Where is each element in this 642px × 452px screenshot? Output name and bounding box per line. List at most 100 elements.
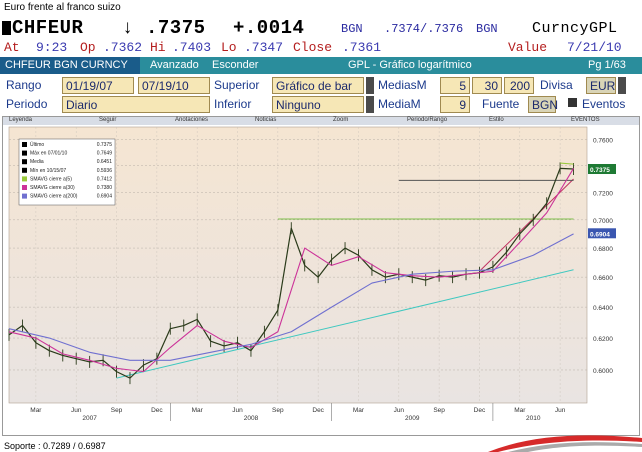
high-label: Hi [150,40,166,55]
chart-title: GPL - Gráfico logarítmico [348,59,472,71]
legend-box: Último 0.7375 Máx en 07/01/10 0.7649 Media 0.… [18,138,116,206]
toolbar-legend[interactable]: Leyenda [9,117,33,123]
series-line [8,168,575,373]
chart-toolbar: Leyenda Seguir Anotaciones Noticias Zoom… [3,117,639,125]
bid-ask: .7374/.7376 [384,22,464,36]
at-label: At [4,40,20,55]
price-chart: 0.76000.74000.72000.70000.68000.66000.64… [3,125,639,435]
currency-select[interactable]: EUR [586,77,616,94]
trendline [116,269,574,379]
price-change: +.0014 [233,17,305,39]
upper-dropdown-arrow[interactable] [366,77,374,94]
ma1-field[interactable]: 5 [440,77,470,94]
y-axis: 0.76000.74000.72000.70000.68000.66000.64… [588,138,616,375]
year-label: 2010 [526,415,541,422]
x-tick-label: Sep [272,407,284,414]
high-value: .7403 [172,40,212,55]
x-tick-label: Sep [433,407,445,414]
events-label: Eventos [582,97,626,111]
year-label: 2008 [244,415,259,422]
range-to-field[interactable]: 07/19/10 [138,77,210,94]
legend-swatch [22,142,27,147]
low-label: Lo [221,40,237,55]
value-date: 7/21/10 [567,40,622,55]
legend-label: Media [30,159,44,165]
legend-value: 0.6451 [97,159,113,165]
events-checkbox[interactable] [568,98,577,107]
source-label: Fuente [482,97,520,111]
x-tick-label: Mar [192,407,204,414]
quote-time: 9:23 [36,40,68,55]
page-indicator: Pg 1/63 [588,59,626,71]
legend-value: 0.5936 [97,168,113,174]
legend-value: 0.7649 [97,151,113,157]
advanced-button[interactable]: Avanzado [150,59,199,71]
upper-select[interactable]: Gráfico de bar [272,77,364,94]
y-tick-label: 0.6600 [593,275,613,282]
terminal-header: CHFEUR ↓ .7375 +.0014 BGN .7374/.7376 BG… [0,16,642,116]
open-label: Op [80,40,96,55]
currency-dropdown-arrow[interactable] [618,77,626,94]
chart-panel: Leyenda Seguir Anotaciones Noticias Zoom… [2,116,640,436]
range-from-field[interactable]: 01/19/07 [62,77,134,94]
toolbar-annotations[interactable]: Anotaciones [175,117,209,123]
security-name: CHFEUR BGN CURNCY [0,57,140,74]
source-field[interactable]: BGN [528,96,558,113]
lower-dropdown-arrow[interactable] [366,96,374,113]
legend-value: 0.7412 [97,176,113,182]
toolbar-period-range[interactable]: Periodo/Rango [407,117,448,123]
x-tick-label: Dec [151,407,163,414]
legend-label: Mín en 10/15/07 [30,168,66,174]
y-tick-label: 0.7600 [593,138,613,145]
ma-low-field[interactable]: 9 [440,96,470,113]
page-caption: Euro frente al franco suizo [4,2,121,13]
legend-value: 0.7380 [97,185,113,191]
legend-swatch [22,159,27,165]
year-label: 2007 [82,415,97,422]
toolbar-news[interactable]: Noticias [255,117,277,123]
close-label: Close [293,40,333,55]
hide-button[interactable]: Esconder [212,59,259,71]
toolbar-follow[interactable]: Seguir [99,117,117,123]
toolbar-style[interactable]: Estilo [489,117,504,123]
value-tag [588,164,616,175]
x-tick-label: Dec [312,407,324,414]
quote-row: CHFEUR ↓ .7375 +.0014 BGN .7374/.7376 BG… [0,16,642,39]
y-tick-label: 0.6000 [593,368,613,375]
year-label: 2009 [405,415,420,422]
ma3-field[interactable]: 200 [504,77,534,94]
series-line [560,162,574,165]
x-tick-label: Jun [394,407,405,414]
range-label: Rango [6,78,42,92]
toolbar-events[interactable]: EVENTOS [571,117,600,123]
value-tag [588,228,616,239]
source-code-2: BGN [476,22,498,36]
legend-swatch [22,176,27,182]
chart-title-bar: CHFEUR BGN CURNCY Avanzado Esconder GPL … [0,57,642,74]
x-tick-label: Mar [353,407,365,414]
x-tick-label: Jun [71,407,82,414]
y-tick-label: 0.7200 [593,190,613,197]
ma2-field[interactable]: 30 [472,77,502,94]
x-axis: Mar Jun Sep Dec Mar Jun Sep Dec Mar Jun Sep Dec Mar J… [30,403,566,422]
function-code: CurncyGPL [532,20,618,37]
ma-label: MediasM [378,78,427,92]
upper-label: Superior [214,78,260,92]
ohlc-row: At 9:23 Op .7362 Hi .7403 Lo .7347 Close… [0,38,642,56]
period-select[interactable]: Diario [62,96,210,113]
toolbar-zoom[interactable]: Zoom [333,117,349,123]
close-value: .7361 [342,40,382,55]
x-tick-label: Sep [111,407,123,414]
x-tick-label: Dec [474,407,486,414]
x-tick-label: Mar [514,407,526,414]
legend-label: SMAVG cierre a(30) [30,185,75,191]
direction-arrow: ↓ [122,17,134,39]
legend-frame [18,138,116,206]
lower-select[interactable]: Ninguno [272,96,364,113]
y-tick-label: 0.6400 [593,305,613,312]
legend-label: SMAVG cierre a(200) [30,194,78,200]
period-label: Periodo [6,97,48,111]
cursor-block [2,21,11,35]
y-tick-label: 0.6800 [593,246,613,253]
legend-swatch [22,167,27,173]
